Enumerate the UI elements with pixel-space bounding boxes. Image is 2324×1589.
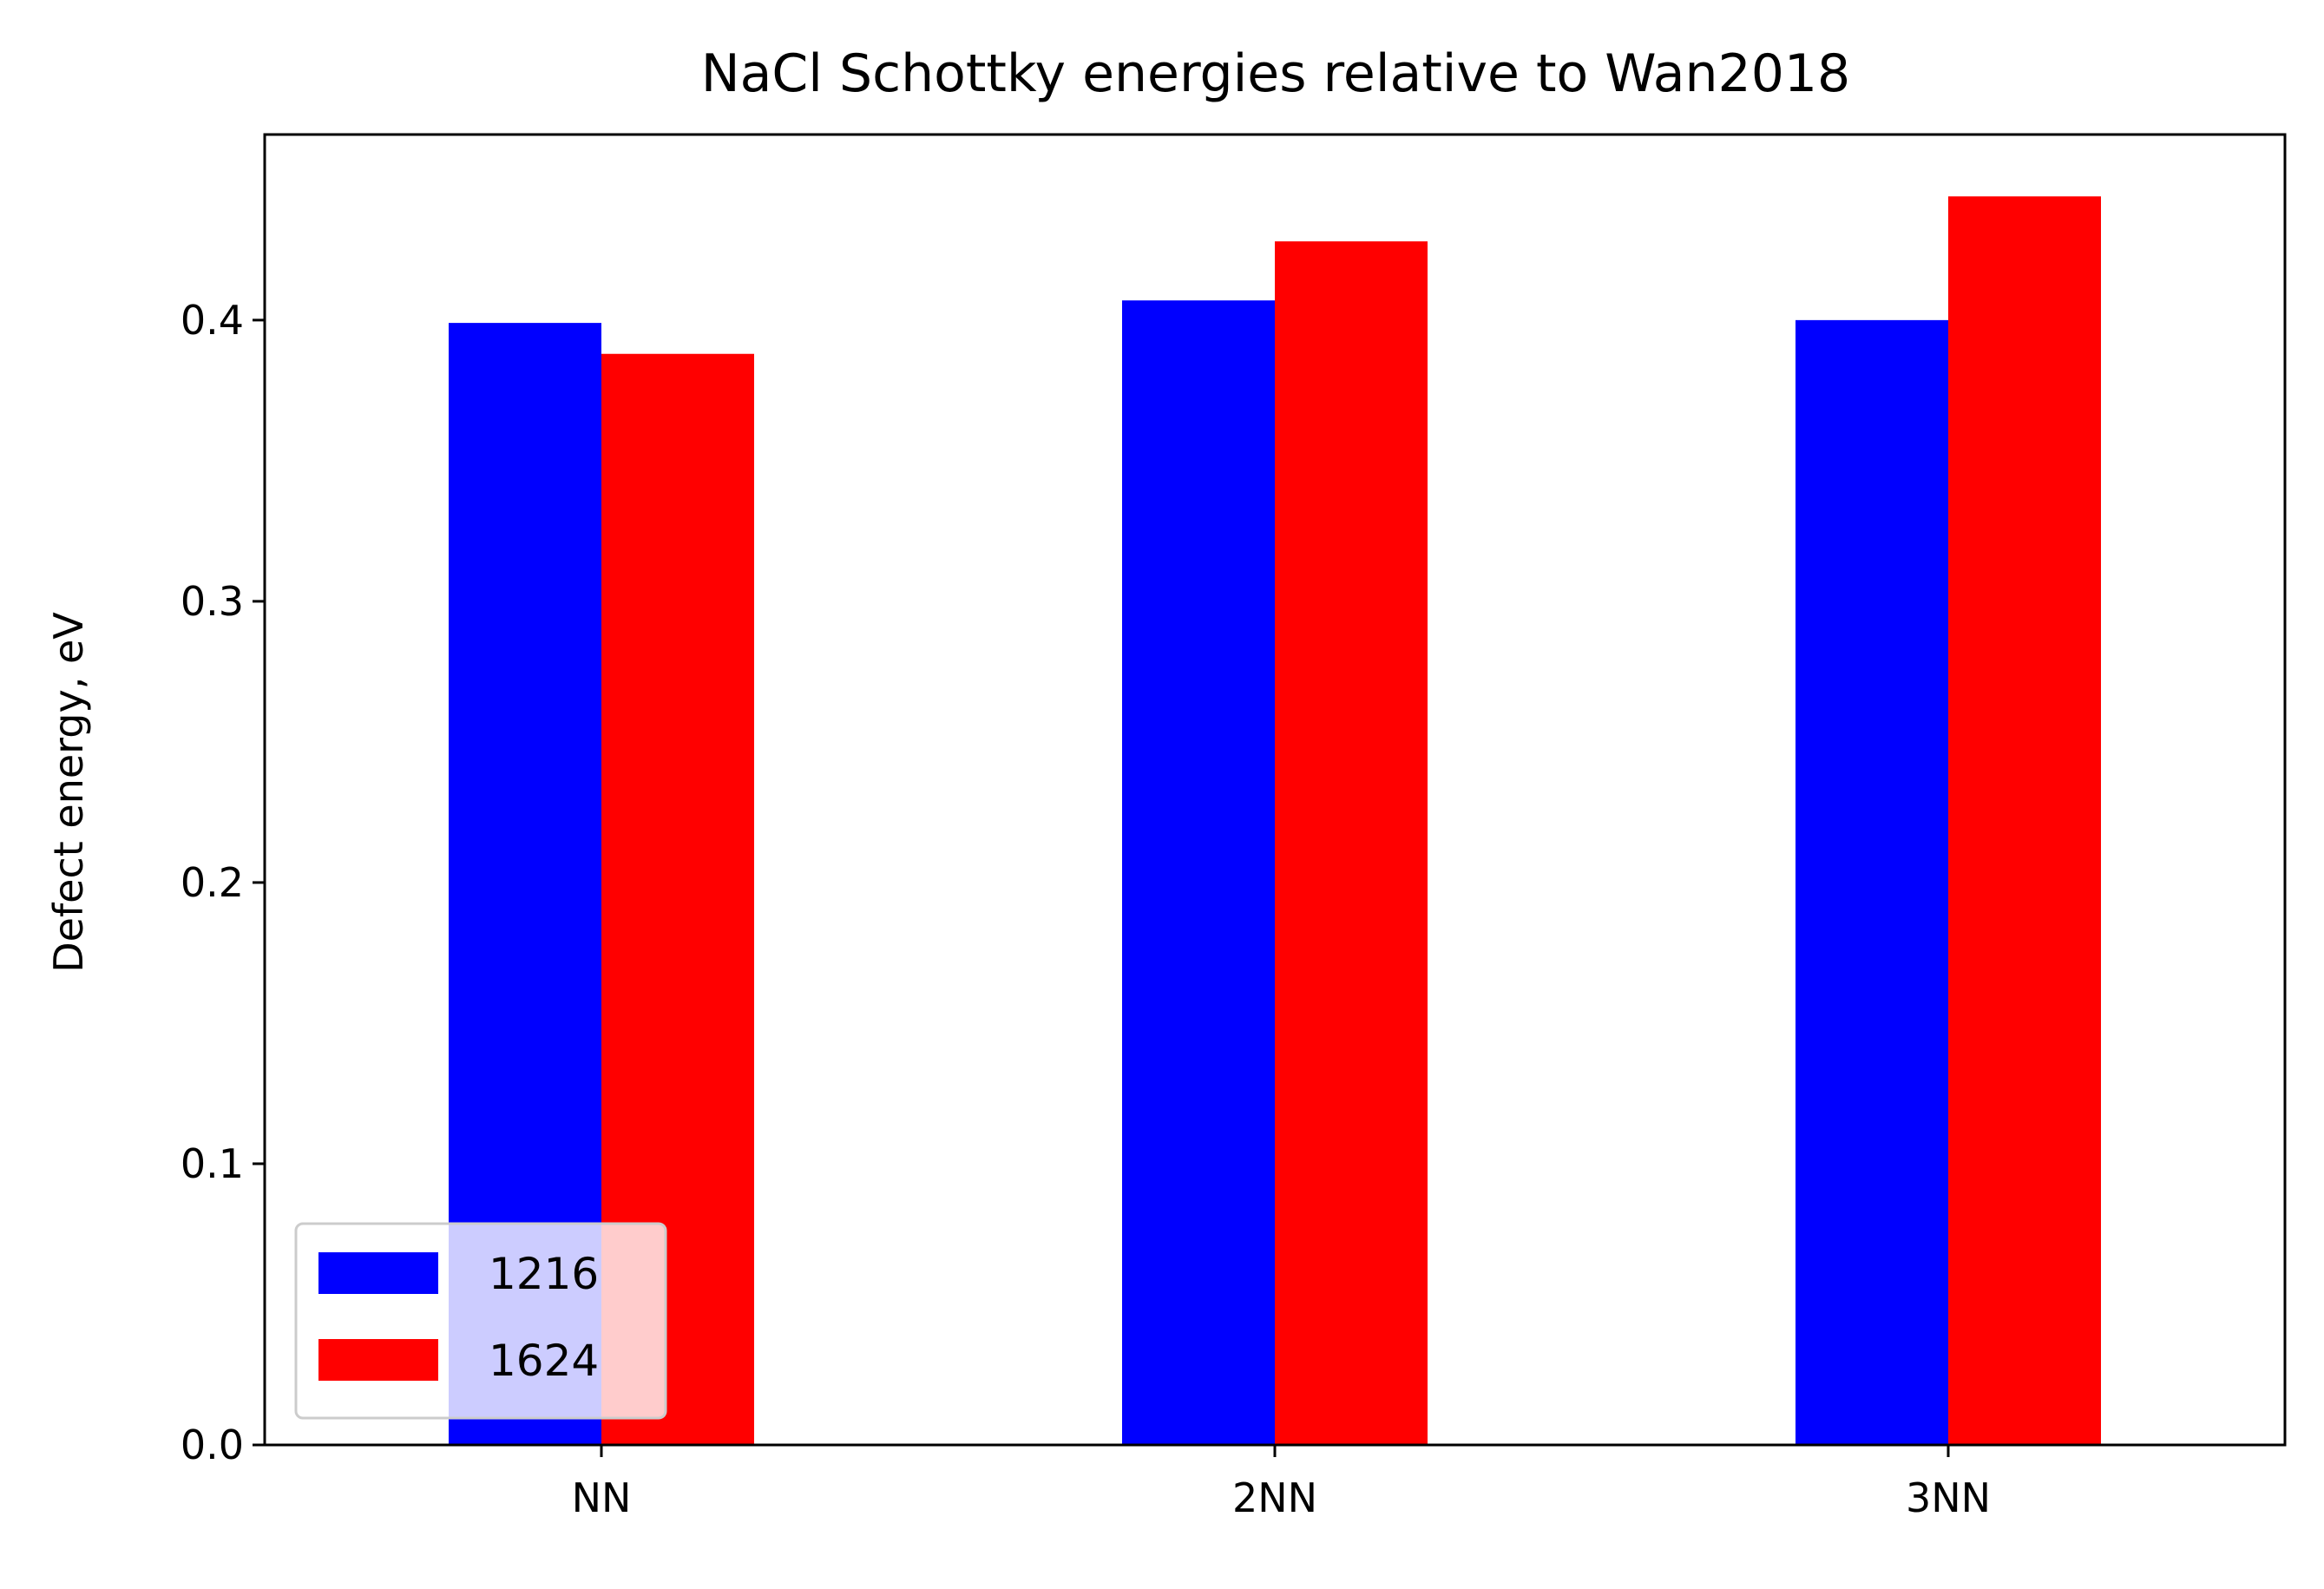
legend-label-1216: 1216 <box>489 1249 599 1299</box>
y-ticks-group: 0.0 0.1 0.2 0.3 0.4 <box>181 297 265 1468</box>
y-tick-label: 0.2 <box>181 859 244 906</box>
y-tick-label: 0.0 <box>181 1422 244 1468</box>
x-tick-label: 2NN <box>1232 1474 1317 1521</box>
y-tick-label: 0.4 <box>181 297 244 344</box>
legend-swatch-1624 <box>318 1339 438 1381</box>
plot-frame <box>263 133 2287 1447</box>
legend-label-1624: 1624 <box>489 1336 599 1386</box>
x-tick-label: NN <box>572 1474 632 1521</box>
bar-1624-2NN <box>1275 241 1428 1445</box>
bar-1624-3NN <box>1948 196 2101 1445</box>
bar-1216-3NN <box>1796 319 1948 1445</box>
y-axis-label: Defect energy, eV <box>45 612 92 973</box>
x-tick-label: 3NN <box>1906 1474 1991 1521</box>
legend: 1216 1624 <box>294 1222 667 1420</box>
y-tick-label: 0.1 <box>181 1140 244 1187</box>
bars-group <box>449 196 2101 1445</box>
y-tick-label: 0.3 <box>181 578 244 625</box>
legend-swatch-1216 <box>318 1252 438 1294</box>
bar-1216-2NN <box>1122 300 1275 1445</box>
x-ticks-group: NN 2NN 3NN <box>572 1445 1991 1521</box>
chart-title: NaCl Schottky energies relative to Wan20… <box>701 43 1850 104</box>
